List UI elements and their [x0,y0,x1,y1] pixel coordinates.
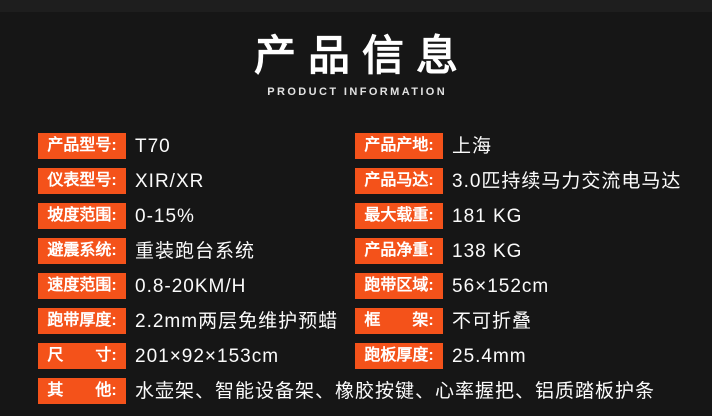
spec-label-badge: 尺 寸: [38,343,126,369]
spec-label-badge: 框 架: [355,308,443,334]
spec-label-badge: 坡度范围: [38,203,126,229]
spec-row: 最大载重: 181 KG [355,203,681,229]
spec-label-badge: 跑带区域: [355,273,443,299]
page-subtitle: PRODUCT INFORMATION [267,86,448,99]
spec-row: 仪表型号: XIR/XR [38,168,655,194]
spec-row: 坡度范围: 0-15% [38,203,655,229]
spec-label-badge: 避震系统: [38,238,126,264]
spec-label-badge: 产品马达: [355,168,443,194]
spec-value: 3.0匹持续马力交流电马达 [452,170,682,192]
spec-value: 0-15% [135,205,195,227]
spec-row: 跑带厚度: 2.2mm两层免维护预蜡 [38,308,655,334]
spec-value: 水壶架、智能设备架、橡胶按键、心率握把、铝质踏板护条 [135,380,656,402]
spec-row: 框 架: 不可折叠 [355,308,681,334]
spec-value: T70 [135,135,171,157]
spec-row: 跑带区域: 56×152cm [355,273,681,299]
spec-value: XIR/XR [135,170,205,192]
spec-value: 181 KG [452,205,523,227]
spec-row: 其 他: 水壶架、智能设备架、橡胶按键、心率握把、铝质踏板护条 [38,378,655,404]
spec-label-badge: 跑板厚度: [355,343,443,369]
spec-value: 201×92×153cm [135,345,280,367]
spec-value: 2.2mm两层免维护预蜡 [135,310,339,332]
spec-value: 重装跑台系统 [135,240,256,262]
spec-label-badge: 速度范围: [38,273,126,299]
spec-label-badge: 其 他: [38,378,126,404]
spec-value: 上海 [452,135,493,157]
spec-value: 138 KG [452,240,523,262]
page-title: 产品信息 [253,32,470,79]
spec-row: 产品净重: 138 KG [355,238,681,264]
spec-row: 避震系统: 重装跑台系统 [38,238,655,264]
spec-value: 25.4mm [452,345,527,367]
spec-column-right: 产品产地: 上海 产品马达: 3.0匹持续马力交流电马达 最大载重: 181 K… [355,133,681,378]
spec-label-badge: 跑带厚度: [38,308,126,334]
spec-row: 速度范围: 0.8-20KM/H [38,273,655,299]
spec-value: 0.8-20KM/H [135,275,247,297]
spec-row: 跑板厚度: 25.4mm [355,343,681,369]
spec-row: 产品型号: T70 [38,133,655,159]
spec-label-badge: 最大载重: [355,203,443,229]
spec-value: 不可折叠 [452,310,533,332]
top-strip [0,0,712,12]
spec-row: 产品马达: 3.0匹持续马力交流电马达 [355,168,681,194]
header: 产品信息 PRODUCT INFORMATION [0,32,712,99]
spec-row: 尺 寸: 201×92×153cm [38,343,655,369]
spec-label-badge: 产品净重: [355,238,443,264]
spec-label-badge: 产品产地: [355,133,443,159]
spec-label-badge: 仪表型号: [38,168,126,194]
spec-column-left: 产品型号: T70 仪表型号: XIR/XR 坡度范围: 0-15% 避震系统:… [38,133,655,413]
spec-row: 产品产地: 上海 [355,133,681,159]
spec-value: 56×152cm [452,275,550,297]
spec-label-badge: 产品型号: [38,133,126,159]
